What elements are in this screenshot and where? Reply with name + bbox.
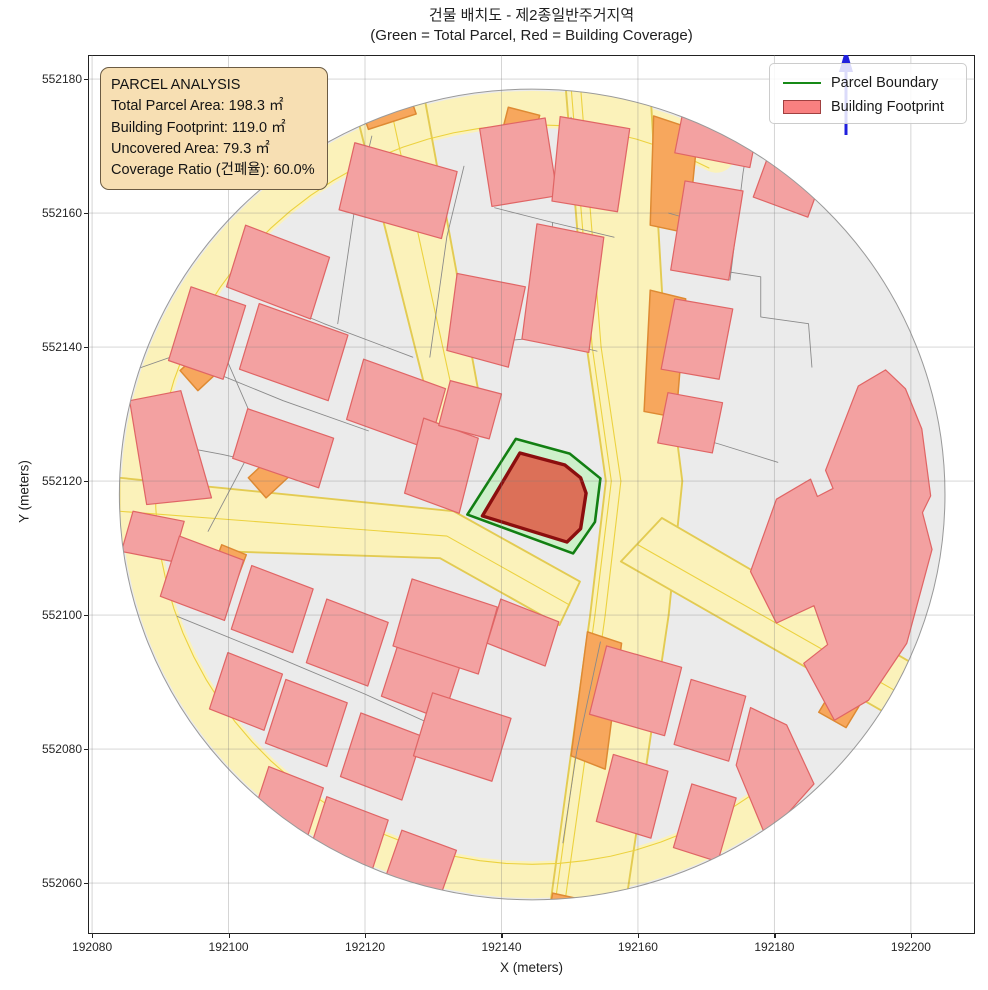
- chart-title: 건물 배치도 - 제2종일반주거지역 (Green = Total Parcel…: [88, 6, 975, 46]
- x-tick-mark: [637, 934, 640, 938]
- x-tick-label: 192100: [208, 940, 249, 954]
- building-large-right: [749, 369, 933, 721]
- y-tick-mark: [84, 79, 88, 81]
- legend-label: Parcel Boundary: [831, 75, 939, 91]
- building: [551, 116, 631, 213]
- building: [595, 753, 669, 839]
- legend-item-building-footprint: Building Footprint: [783, 95, 966, 119]
- y-tick-mark: [84, 615, 88, 617]
- x-tick-label: 192180: [754, 940, 795, 954]
- parcel-analysis-box: PARCEL ANALYSIS Total Parcel Area: 198.3…: [100, 67, 328, 191]
- legend-item-parcel-boundary: Parcel Boundary: [783, 71, 966, 95]
- chart-title-line2: (Green = Total Parcel, Red = Building Co…: [370, 27, 693, 44]
- legend: Parcel Boundary Building Footprint: [769, 63, 967, 124]
- building: [392, 578, 498, 675]
- building: [412, 692, 512, 782]
- x-tick-label: 192080: [72, 940, 113, 954]
- y-tick-label: 552080: [41, 742, 82, 757]
- x-tick-mark: [228, 934, 230, 938]
- y-tick-label: 552140: [41, 340, 82, 355]
- map-boundary: [118, 88, 946, 901]
- map-overlay: [118, 88, 946, 901]
- building: [446, 272, 526, 368]
- building: [673, 678, 747, 762]
- y-tick-mark: [84, 481, 88, 483]
- x-axis-label: X (meters): [499, 960, 563, 975]
- y-tick-mark: [84, 213, 88, 215]
- x-tick-label: 192120: [344, 940, 386, 954]
- building: [232, 408, 335, 489]
- building: [305, 598, 389, 687]
- building: [167, 286, 247, 380]
- parcel-line: [429, 165, 465, 358]
- parcel-line: [176, 615, 455, 735]
- road-centerline: [119, 510, 571, 606]
- grid-lines: [88, 55, 975, 934]
- parcel-line: [200, 366, 369, 432]
- y-tick-label: 552180: [41, 72, 82, 87]
- building: [338, 142, 458, 240]
- building: [438, 380, 503, 440]
- parcel-line: [562, 641, 601, 844]
- y-tick-mark: [84, 749, 88, 751]
- building: [129, 390, 213, 506]
- info-coverage-ratio: Coverage Ratio (건폐율): 60.0%: [111, 162, 315, 179]
- building: [670, 180, 744, 281]
- y-tick-mark: [84, 347, 88, 349]
- y-tick-mark: [84, 883, 88, 885]
- building: [225, 224, 331, 320]
- info-heading: PARCEL ANALYSIS: [111, 77, 241, 93]
- map-canvas: [88, 55, 975, 934]
- building: [238, 302, 349, 402]
- building: [339, 712, 423, 801]
- info-building-footprint: Building Footprint: 119.0 ㎡: [111, 119, 286, 136]
- legend-label: Building Footprint: [831, 99, 944, 115]
- building: [588, 645, 683, 737]
- building: [230, 564, 314, 654]
- building: [208, 652, 284, 731]
- x-tick-mark: [365, 934, 367, 938]
- parcel-boundary-line-icon: [783, 82, 821, 84]
- building: [479, 117, 559, 208]
- x-tick-mark: [910, 934, 913, 938]
- y-tick-label: 552060: [41, 876, 82, 891]
- y-tick-label: 552160: [41, 206, 82, 221]
- y-axis-label: Y (meters): [16, 460, 32, 523]
- building-footprint-swatch-icon: [783, 100, 821, 114]
- building: [660, 298, 734, 380]
- x-tick-label: 192160: [617, 940, 658, 954]
- info-total-parcel-area: Total Parcel Area: 198.3 ㎡: [111, 98, 284, 115]
- x-tick-mark: [774, 934, 776, 938]
- chart-title-line1: 건물 배치도 - 제2종일반주거지역: [428, 7, 635, 24]
- x-tick-label: 192140: [481, 940, 522, 954]
- y-tick-label: 552120: [41, 474, 82, 489]
- y-tick-label: 552100: [41, 608, 82, 623]
- map-layers: [119, 89, 945, 900]
- x-tick-label: 192200: [890, 940, 931, 954]
- building: [521, 223, 605, 354]
- x-tick-mark: [501, 934, 503, 938]
- info-uncovered-area: Uncovered Area: 79.3 ㎡: [111, 140, 270, 157]
- target-building: [480, 451, 588, 544]
- building: [264, 678, 348, 768]
- building: [159, 535, 245, 622]
- building: [657, 392, 724, 454]
- x-tick-mark: [92, 934, 94, 938]
- building: [486, 598, 560, 667]
